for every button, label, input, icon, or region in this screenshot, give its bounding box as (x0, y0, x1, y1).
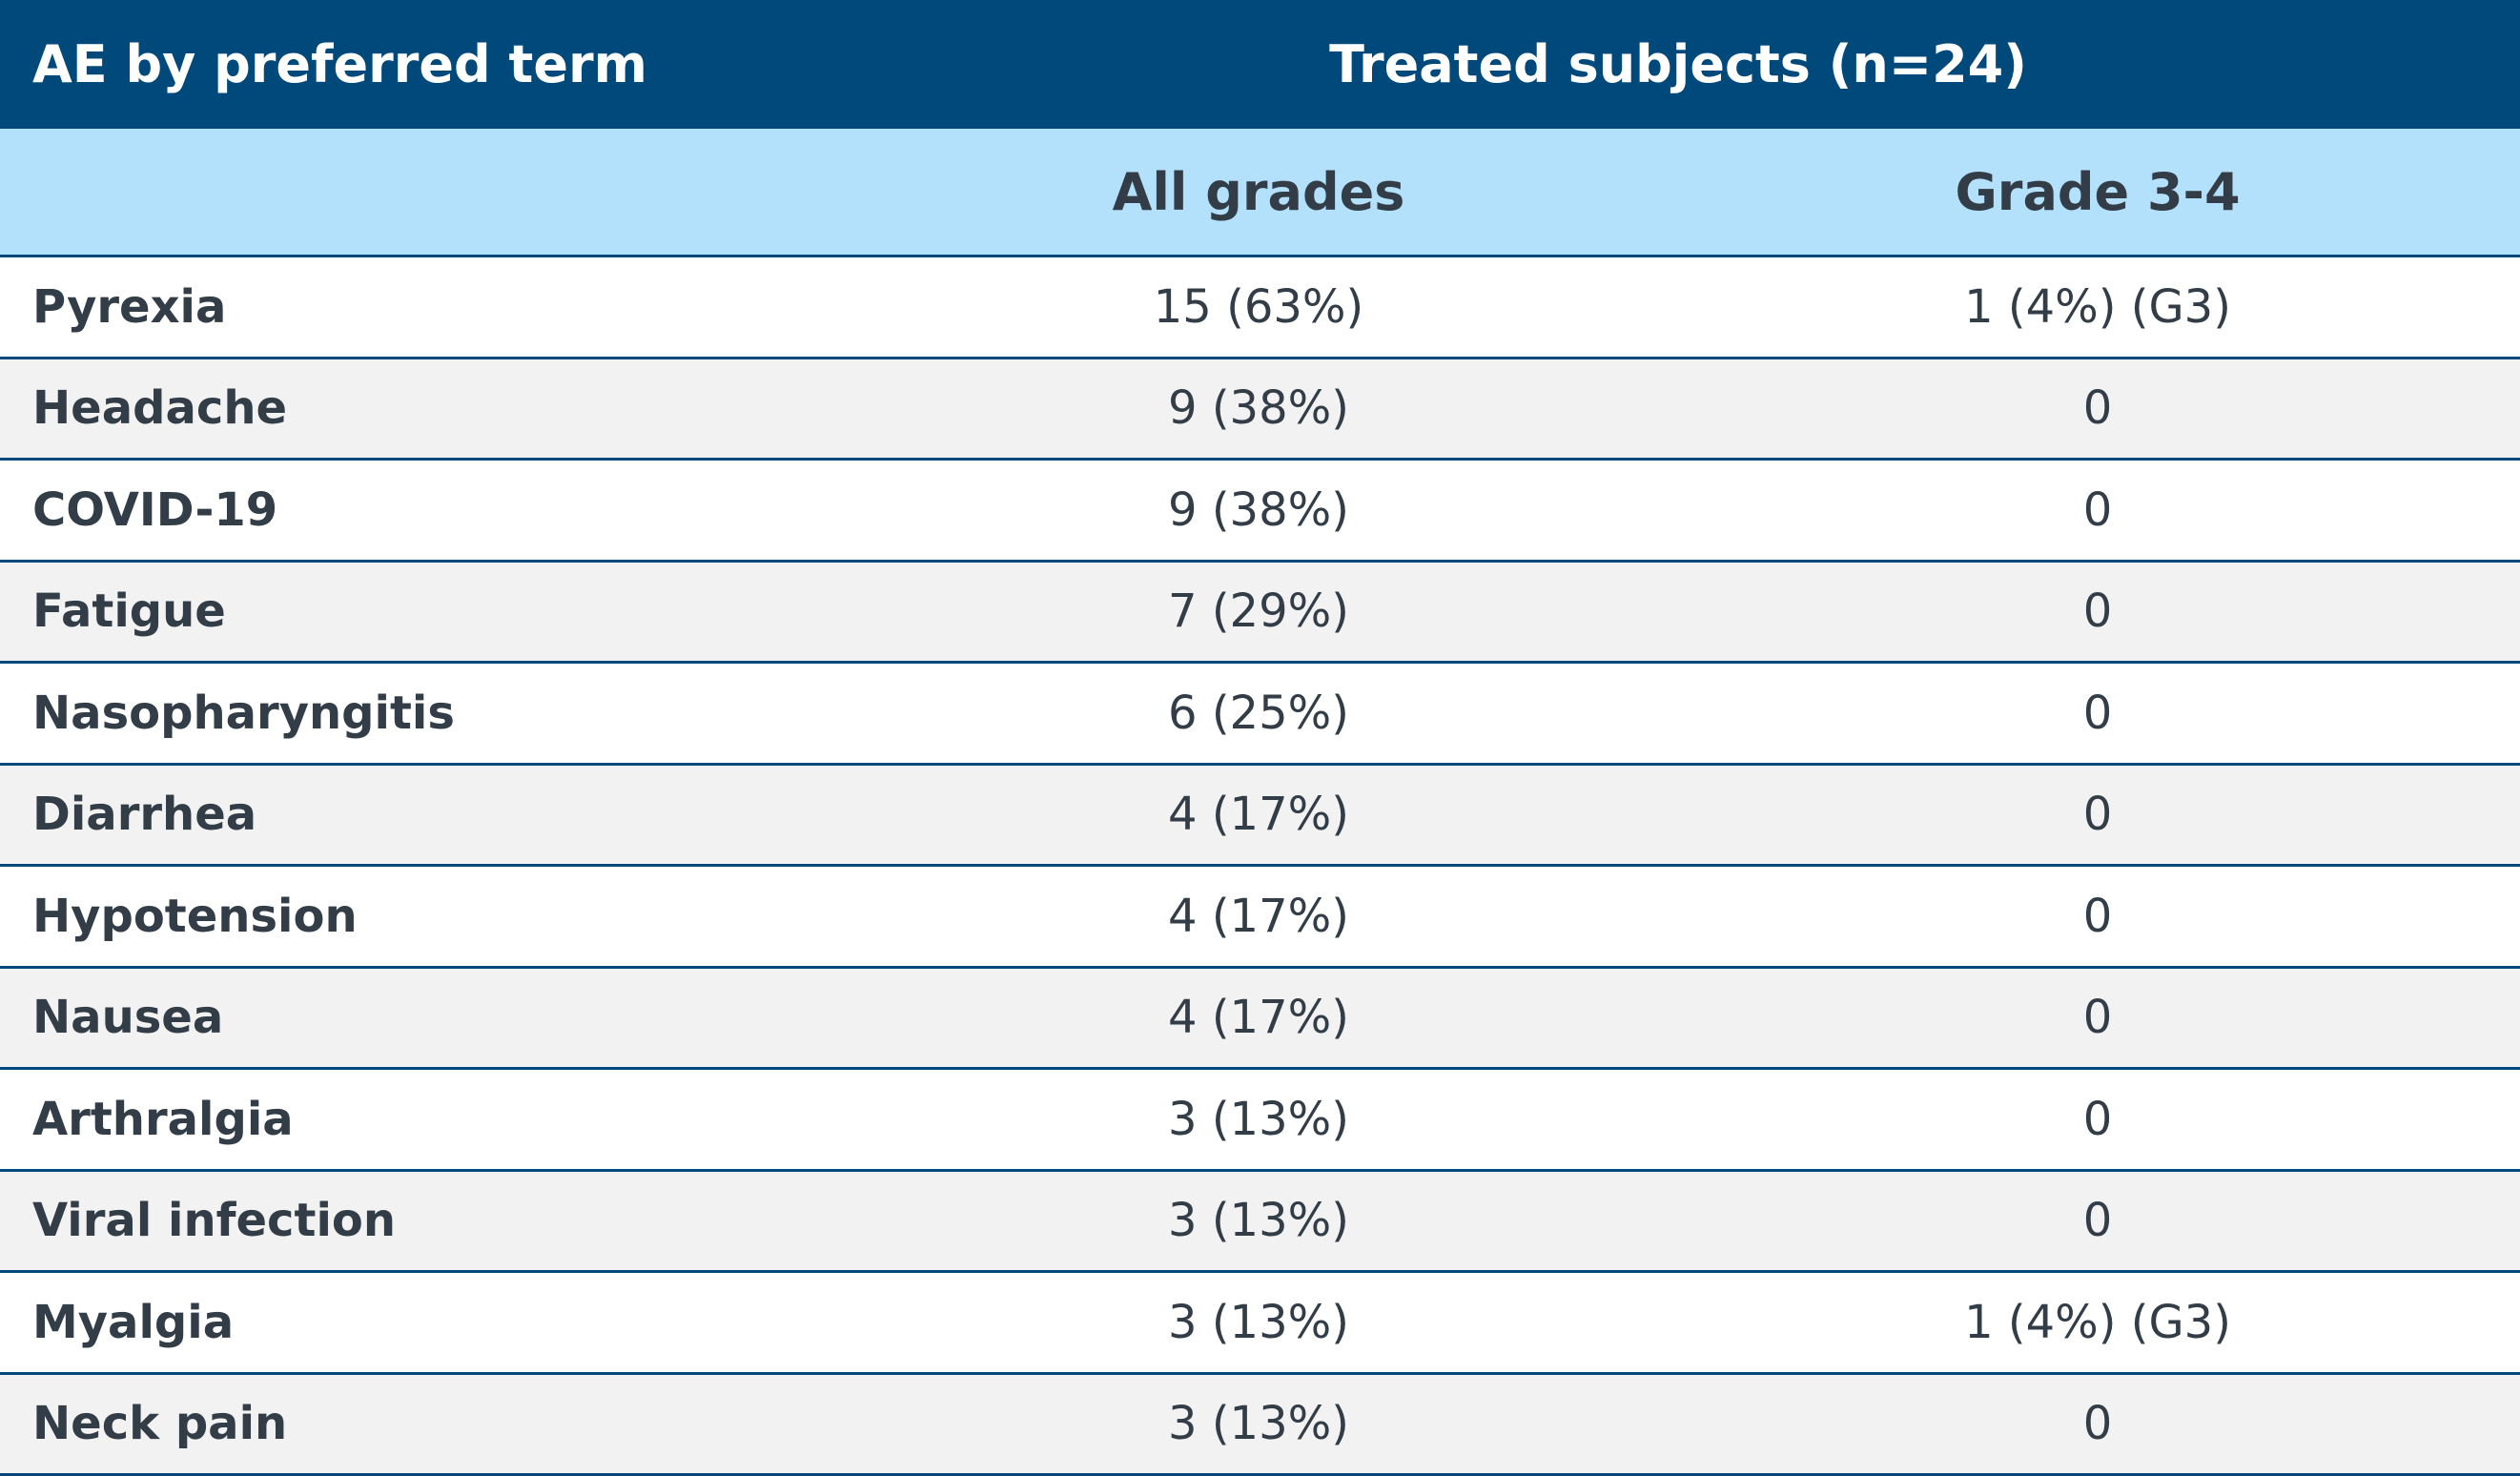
value-cell: 9 (38%) (1168, 381, 1349, 436)
data-row: Viral infection 3 (13%) 0 (0, 1171, 2520, 1273)
value-cell: 4 (17%) (1168, 788, 1349, 842)
value-cell: 0 (2082, 991, 2113, 1045)
data-row: Nausea 4 (17%) 0 (0, 968, 2520, 1070)
term-cell: Nausea (32, 991, 224, 1045)
data-row: Pyrexia 15 (63%) 1 (4%) (G3) (0, 257, 2520, 359)
value-cell: 3 (13%) (1168, 1194, 1349, 1248)
term-cell: Nasopharyngitis (32, 686, 455, 740)
value-cell: 15 (63%) (1153, 279, 1364, 334)
term-cell: Hypotension (32, 889, 358, 943)
subheader-cell: All grades (1112, 161, 1405, 222)
value-cell: 1 (4%) (G3) (1964, 279, 2231, 334)
value-cell: 0 (2082, 1397, 2113, 1451)
header-row: AE by preferred term Treated subjects (n… (0, 0, 2520, 129)
value-cell: 0 (2082, 482, 2113, 537)
value-cell: 3 (13%) (1168, 1092, 1349, 1146)
subheader-cell: Grade 3-4 (1955, 161, 2241, 222)
term-cell: Neck pain (32, 1397, 288, 1451)
header-first: AE by preferred term (32, 34, 647, 94)
value-cell: 3 (13%) (1168, 1397, 1349, 1451)
value-cell: 3 (13%) (1168, 1295, 1349, 1349)
term-cell: Viral infection (32, 1194, 397, 1248)
header-group: Treated subjects (n=24) (1329, 34, 2027, 94)
data-row: Arthralgia 3 (13%) 0 (0, 1070, 2520, 1172)
value-cell: 1 (4%) (G3) (1964, 1295, 2231, 1349)
term-cell: Pyrexia (32, 279, 227, 334)
value-cell: 0 (2082, 381, 2113, 436)
value-cell: 0 (2082, 788, 2113, 842)
data-row: Neck pain 3 (13%) 0 (0, 1374, 2520, 1476)
data-row: Headache 9 (38%) 0 (0, 359, 2520, 461)
data-row: COVID-19 9 (38%) 0 (0, 461, 2520, 563)
term-cell: Headache (32, 381, 288, 436)
data-row: Nasopharyngitis 6 (25%) 0 (0, 664, 2520, 766)
value-cell: 6 (25%) (1168, 686, 1349, 740)
data-row: Fatigue 7 (29%) 0 (0, 562, 2520, 664)
value-cell: 4 (17%) (1168, 889, 1349, 943)
value-cell: 0 (2082, 1194, 2113, 1248)
term-cell: Arthralgia (32, 1092, 294, 1146)
value-cell: 0 (2082, 1092, 2113, 1146)
value-cell: 7 (29%) (1168, 584, 1349, 639)
data-row: Hypotension 4 (17%) 0 (0, 867, 2520, 969)
value-cell: 0 (2082, 686, 2113, 740)
value-cell: 4 (17%) (1168, 991, 1349, 1045)
value-cell: 0 (2082, 584, 2113, 639)
term-cell: Diarrhea (32, 788, 257, 842)
value-cell: 0 (2082, 889, 2113, 943)
data-row: Diarrhea 4 (17%) 0 (0, 765, 2520, 867)
term-cell: COVID-19 (32, 482, 278, 537)
subheader-row: All grades Grade 3-4 (0, 129, 2520, 257)
term-cell: Fatigue (32, 584, 226, 639)
value-cell: 9 (38%) (1168, 482, 1349, 537)
term-cell: Myalgia (32, 1295, 235, 1349)
data-row: Myalgia 3 (13%) 1 (4%) (G3) (0, 1273, 2520, 1375)
